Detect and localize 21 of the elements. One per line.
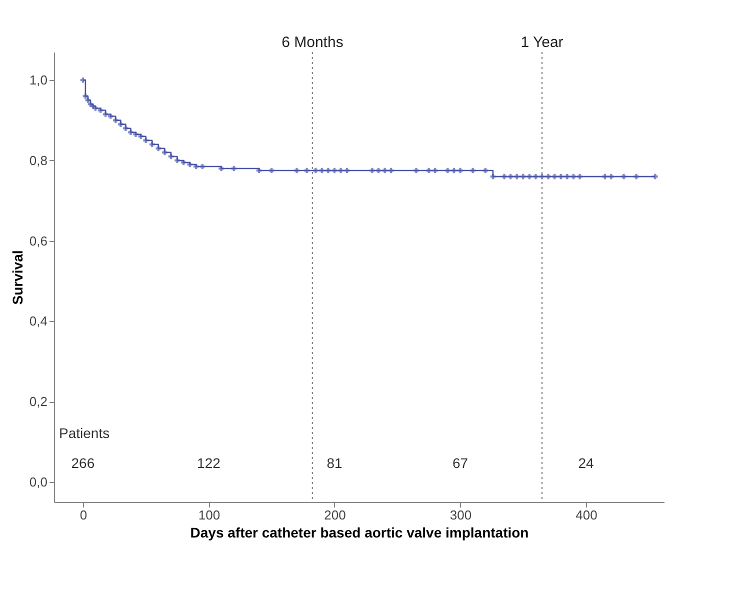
x-tick-label: 0: [80, 508, 88, 522]
y-tick-label: 0,0: [29, 474, 48, 490]
x-axis-title: Days after catheter based aortic valve implantation: [190, 524, 529, 540]
annotation: 81: [326, 455, 342, 471]
y-tick-label: 1,0: [29, 72, 48, 88]
x-tick-label: 200: [324, 508, 346, 522]
annotation: 24: [578, 455, 594, 471]
y-tick-label: 0,8: [29, 152, 48, 168]
x-tick-label: 300: [450, 508, 472, 522]
ref-line-label: 6 Months: [282, 34, 344, 51]
annotation: 266: [71, 455, 95, 471]
y-tick-label: 0,6: [29, 233, 48, 248]
x-tick-label: 100: [198, 508, 220, 522]
y-tick-label: 0,4: [29, 314, 48, 329]
y-axis-title: Survival: [9, 250, 26, 305]
annotation: 67: [452, 455, 468, 471]
y-tick-label: 0,2: [29, 394, 48, 410]
annotation: 122: [197, 455, 221, 471]
annotation: Patients: [59, 425, 110, 441]
ref-line-label: 1 Year: [520, 34, 564, 51]
x-tick-label: 400: [576, 508, 598, 522]
